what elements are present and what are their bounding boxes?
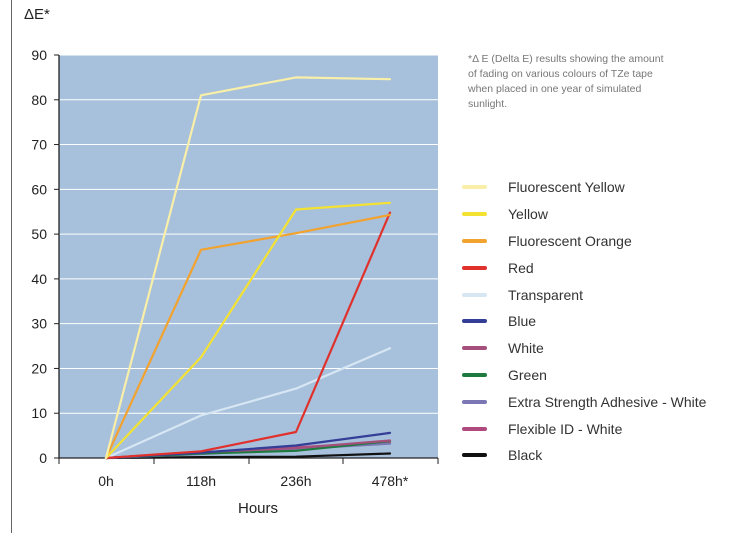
- x-tick-label: 478h*: [372, 473, 409, 489]
- series-line-black: [104, 452, 392, 460]
- legend-swatch: [462, 319, 487, 324]
- legend-swatch: [462, 399, 487, 404]
- y-tick-label: 50: [31, 226, 47, 242]
- x-tick-label: 236h: [280, 473, 311, 489]
- x-tick-label: 118h: [186, 473, 216, 489]
- legend-label: Fluorescent Yellow: [508, 179, 625, 196]
- y-tick-label: 90: [31, 47, 47, 63]
- y-tick-label: 40: [31, 271, 47, 287]
- legend-item: Transparent: [462, 281, 706, 308]
- legend-label: Yellow: [508, 206, 548, 223]
- legend-label: Green: [508, 366, 547, 383]
- y-tick-label: 20: [31, 360, 47, 376]
- series-lines: [104, 76, 392, 460]
- y-tick-label: 80: [31, 92, 47, 108]
- legend-swatch: [462, 238, 487, 243]
- legend-swatch: [462, 212, 487, 217]
- y-tick-label: 10: [31, 405, 47, 421]
- legend-item: Fluorescent Orange: [462, 228, 706, 255]
- series-line-fluorescent-yellow: [104, 76, 392, 460]
- legend-item: Blue: [462, 308, 706, 335]
- legend-label: Fluorescent Orange: [508, 232, 632, 249]
- legend-label: Blue: [508, 313, 537, 330]
- y-axis-label: ΔE*: [24, 6, 50, 23]
- legend-swatch: [462, 185, 487, 190]
- series-line-fluorescent-orange: [104, 213, 392, 460]
- legend-label: Transparent: [508, 286, 583, 303]
- gridlines: [59, 54, 438, 414]
- y-tick-label: 30: [31, 316, 47, 332]
- legend-item: Red: [462, 254, 706, 281]
- legend-swatch: [462, 372, 487, 377]
- legend-item: White: [462, 335, 706, 362]
- legend-item: Fluorescent Yellow: [462, 174, 706, 201]
- legend-item: Green: [462, 362, 706, 389]
- legend-label: White: [508, 340, 544, 357]
- series-line-transparent: [104, 347, 392, 460]
- legend-swatch: [462, 426, 487, 431]
- legend-label: Flexible ID - White: [508, 420, 623, 437]
- x-axis-label: Hours: [237, 500, 278, 517]
- y-tick-label: 60: [31, 181, 47, 197]
- legend-label: Black: [508, 447, 543, 464]
- plot-area: [59, 55, 438, 458]
- series-line-red: [104, 211, 392, 460]
- legend: Fluorescent Yellow Yellow Fluorescent Oran…: [462, 174, 706, 469]
- y-tick-label: 70: [31, 137, 47, 153]
- legend-item: Extra Strength Adhesive - White: [462, 388, 706, 415]
- legend-label: Extra Strength Adhesive - White: [508, 393, 707, 410]
- x-tick-label: 0h: [98, 473, 114, 489]
- legend-item: Yellow: [462, 201, 706, 228]
- y-tick-label: 0: [39, 450, 47, 466]
- legend-swatch: [462, 453, 487, 458]
- series-line-yellow: [104, 201, 392, 460]
- legend-item: Flexible ID - White: [462, 415, 706, 442]
- legend-swatch: [462, 292, 487, 297]
- left-border: [11, 0, 12, 533]
- legend-swatch: [462, 346, 487, 351]
- footnote: *Δ E (Delta E) results showing the amoun…: [468, 53, 664, 110]
- legend-swatch: [462, 265, 487, 270]
- legend-label: Red: [508, 259, 534, 276]
- legend-item: Black: [462, 442, 706, 469]
